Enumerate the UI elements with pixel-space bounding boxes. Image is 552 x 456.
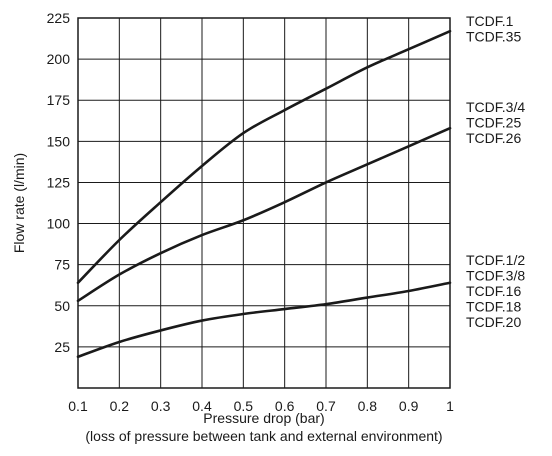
series-label: TCDF.1 xyxy=(466,13,514,29)
x-tick-label: 0.7 xyxy=(316,398,336,414)
y-tick-label: 100 xyxy=(47,216,71,232)
series-label: TCDF.3/8 xyxy=(466,268,525,284)
x-tick-label: 0.8 xyxy=(358,398,378,414)
series-line-1 xyxy=(76,29,452,285)
series-line-3 xyxy=(76,281,452,359)
series-label: TCDF.35 xyxy=(466,29,521,45)
y-tick-label: 25 xyxy=(54,339,70,355)
y-tick-label: 50 xyxy=(54,298,70,314)
series-lines xyxy=(76,29,452,359)
y-tick-label: 200 xyxy=(47,51,71,67)
x-tick-label: 0.4 xyxy=(192,398,212,414)
series-label: TCDF.3/4 xyxy=(466,99,525,115)
series-label: TCDF.18 xyxy=(466,299,521,315)
y-tick-label: 125 xyxy=(47,174,71,190)
series-label: TCDF.16 xyxy=(466,283,521,299)
plot-frame xyxy=(77,17,451,389)
x-tick-labels: 0.1 0.2 0.3 0.4 0.5 0.6 0.7 0.8 0.9 1 xyxy=(68,398,454,414)
series-label: TCDF.20 xyxy=(466,314,521,330)
series-line-2 xyxy=(76,126,452,303)
y-tick-label: 225 xyxy=(47,10,71,26)
y-axis-label: Flow rate (l/min) xyxy=(11,153,27,253)
x-axis-note: (loss of pressure between tank and exter… xyxy=(85,428,442,444)
x-tick-label: 0.5 xyxy=(234,398,254,414)
grid xyxy=(77,17,451,388)
x-axis-label: Pressure drop (bar) xyxy=(203,410,324,426)
x-tick-label: 0.1 xyxy=(68,398,88,414)
x-tick-label: 0.9 xyxy=(399,398,419,414)
x-tick-label: 0.6 xyxy=(275,398,295,414)
series-label: TCDF.26 xyxy=(466,130,521,146)
x-tick-label: 1 xyxy=(446,398,454,414)
series-label: TCDF.25 xyxy=(466,115,521,131)
y-tick-label: 75 xyxy=(54,257,70,273)
series-label: TCDF.1/2 xyxy=(466,252,525,268)
y-tick-label: 175 xyxy=(47,92,71,108)
y-tick-labels: 25 50 75 100 125 150 175 200 225 xyxy=(47,10,71,355)
x-tick-label: 0.3 xyxy=(151,398,171,414)
x-tick-label: 0.2 xyxy=(110,398,130,414)
y-tick-label: 150 xyxy=(47,133,71,149)
